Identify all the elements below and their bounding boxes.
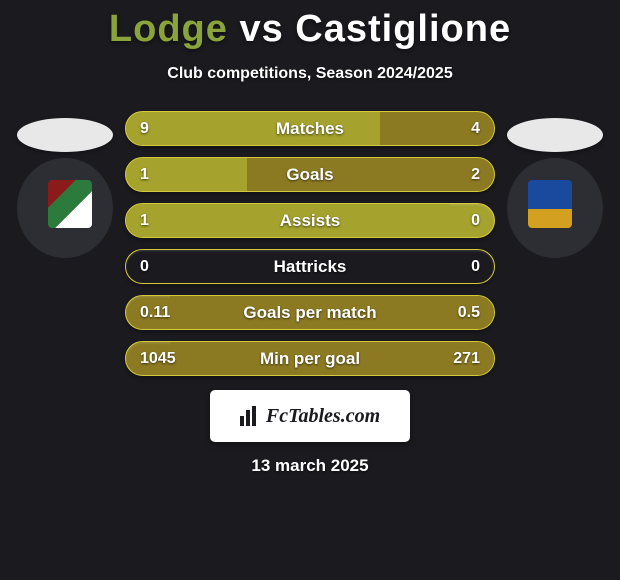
- stat-bar-right-value: 0.5: [458, 304, 480, 322]
- stat-bar-left-value: 0: [140, 258, 149, 276]
- stat-bar: 94Matches: [125, 111, 495, 146]
- crest-left: [48, 180, 92, 228]
- title-vs: vs: [239, 8, 283, 50]
- stat-bar-right: 2: [247, 158, 494, 191]
- stat-bar-left-value: 0.11: [140, 304, 170, 322]
- stat-bar-right-value: 2: [471, 166, 480, 184]
- date: 13 march 2025: [0, 456, 620, 476]
- stat-bar-right-value: 0: [471, 212, 480, 230]
- stat-bar-right: 0.5: [170, 296, 494, 329]
- subtitle: Club competitions, Season 2024/2025: [0, 65, 620, 83]
- fctables-label: FcTables.com: [266, 405, 380, 428]
- stat-bar: 00Hattricks: [125, 249, 495, 284]
- stat-bar-right-value: 271: [453, 350, 480, 368]
- player-left-nameplate: [17, 118, 113, 152]
- stat-bar-left: 1045: [126, 342, 170, 375]
- stat-bar-right: 4: [380, 112, 494, 145]
- stat-bar: 1045271Min per goal: [125, 341, 495, 376]
- stat-bar-left: 1: [126, 204, 450, 237]
- fctables-badge[interactable]: FcTables.com: [210, 390, 410, 442]
- stat-bar-right-value: 4: [471, 120, 480, 138]
- page-title: Lodge vs Castiglione: [0, 0, 620, 51]
- stat-bar-right: 0: [450, 204, 494, 237]
- bar-chart-icon: [240, 406, 260, 426]
- stat-bar-right: 271: [170, 342, 494, 375]
- stat-bar-right-value: 0: [471, 258, 480, 276]
- comparison-card: Lodge vs Castiglione Club competitions, …: [0, 0, 620, 580]
- player-left-name: Lodge: [109, 8, 228, 50]
- stat-bar-left-value: 1: [140, 212, 149, 230]
- stat-bar: 0.110.5Goals per match: [125, 295, 495, 330]
- stat-bar-left-value: 9: [140, 120, 149, 138]
- stat-bar-left: 9: [126, 112, 380, 145]
- stat-bar-left: 0.11: [126, 296, 170, 329]
- stat-bar: 10Assists: [125, 203, 495, 238]
- stat-bar-left: 1: [126, 158, 247, 191]
- stat-bar-left-value: 1045: [140, 350, 176, 368]
- stat-bar-left: 0: [126, 250, 310, 283]
- stat-bar-left-value: 1: [140, 166, 149, 184]
- player-right-nameplate: [507, 118, 603, 152]
- player-right-name: Castiglione: [295, 8, 511, 50]
- stat-bar-right: 0: [310, 250, 494, 283]
- crest-right: [528, 180, 572, 228]
- stat-bar: 12Goals: [125, 157, 495, 192]
